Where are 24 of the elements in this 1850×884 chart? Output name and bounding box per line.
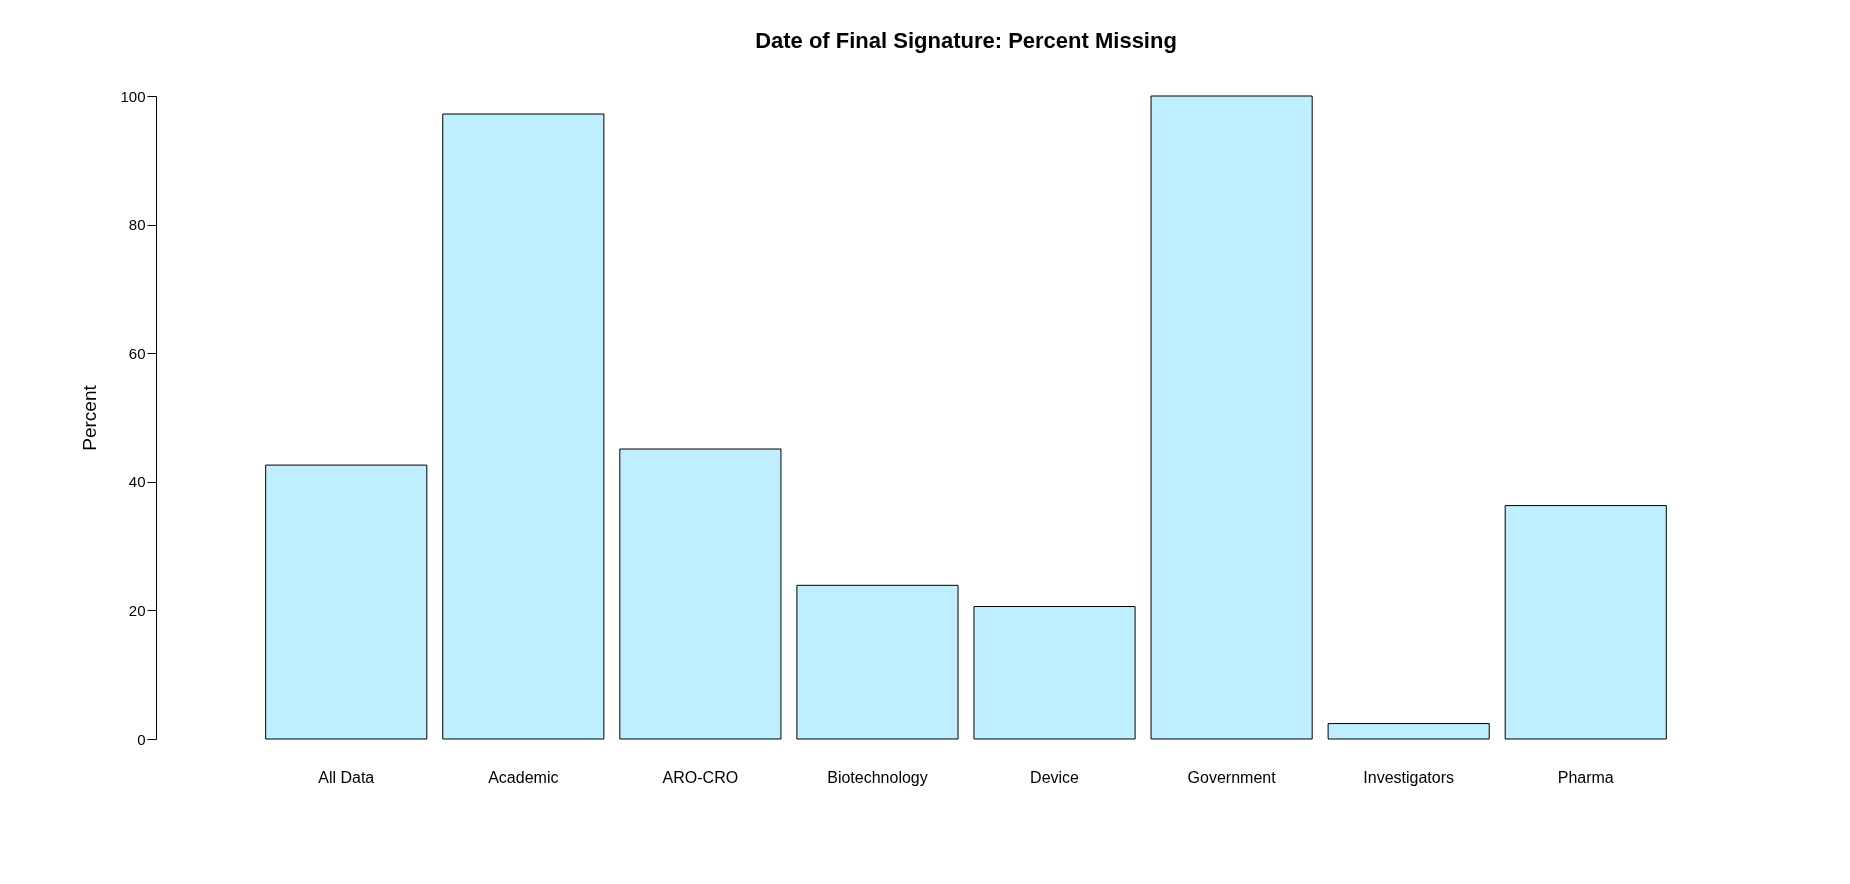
bar: [619, 448, 782, 740]
x-tick-label: Biotechnology: [827, 768, 928, 786]
y-tick-label: 20: [128, 601, 146, 619]
bar: [973, 606, 1136, 740]
x-tick-label: Pharma: [1557, 768, 1614, 786]
y-tick-label: 80: [128, 216, 146, 234]
x-tick-label: Academic: [488, 768, 559, 786]
x-tick-label: Government: [1187, 768, 1277, 786]
bar: [1327, 723, 1490, 740]
chart-title: Date of Final Signature: Percent Missing: [755, 28, 1177, 53]
y-tick-label: 60: [128, 344, 146, 362]
y-tick-label: 0: [137, 730, 146, 748]
bar: [1150, 95, 1313, 740]
bar: [1504, 505, 1667, 740]
bar: [442, 113, 605, 740]
x-tick-label: Investigators: [1363, 768, 1455, 786]
x-tick-label: ARO-CRO: [662, 768, 739, 786]
y-tick-label: 100: [120, 87, 146, 105]
x-tick-label: All Data: [318, 768, 375, 786]
y-tick-label: 40: [128, 473, 146, 491]
bar: [796, 584, 959, 740]
bar: [265, 464, 428, 740]
x-tick-label: Device: [1030, 768, 1080, 786]
y-axis-title: Percent: [79, 384, 101, 451]
